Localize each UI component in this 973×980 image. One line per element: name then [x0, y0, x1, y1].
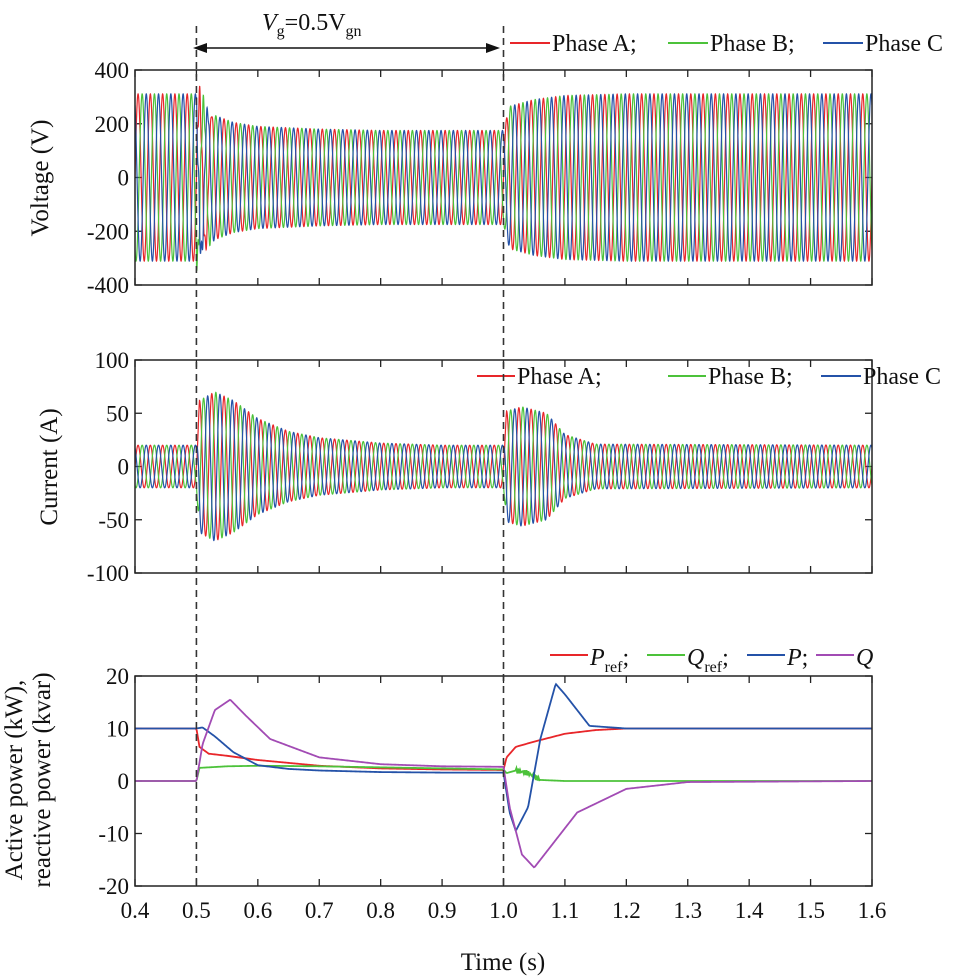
legend-label-p-ref: Pref;	[589, 645, 629, 676]
xtick-label: 0.8	[366, 898, 395, 923]
voltage-panel: Voltage (V) 400 200 0 -200 -400 Phase A; Pha…	[27, 10, 943, 298]
ytick-label: 100	[95, 348, 130, 373]
power-legend: Pref; Qref; P; Q	[550, 645, 873, 676]
legend-label-phase-a: Phase A;	[552, 31, 637, 57]
power-ylabel-line2: reactive power (kvar)	[29, 672, 56, 887]
xtick-label: 1.1	[551, 898, 580, 923]
xtick-label: 1.2	[612, 898, 641, 923]
ytick-label: 50	[106, 401, 129, 426]
voltage-ylabel: Voltage (V)	[27, 120, 54, 237]
legend-label-phase-b: Phase B;	[708, 364, 793, 390]
ytick-label: 0	[118, 455, 130, 480]
ytick-label: 200	[95, 112, 130, 137]
ytick-label: 0	[118, 166, 130, 191]
ytick-label: -100	[87, 561, 129, 586]
sag-arrow-head-right	[486, 43, 500, 53]
sag-arrow-head-left	[193, 43, 207, 53]
ytick-label: -400	[87, 273, 129, 298]
series-phase-a	[135, 392, 872, 541]
current-legend: Phase A; Phase B; Phase C	[477, 364, 941, 390]
legend-label-q: Q	[856, 645, 873, 671]
ytick-label: -50	[98, 508, 129, 533]
ytick-label: 20	[106, 664, 129, 689]
ytick-label: 0	[118, 769, 130, 794]
current-ylabel: Current (A)	[36, 408, 63, 525]
legend-label-phase-c: Phase C	[865, 31, 943, 57]
ytick-label: -20	[98, 874, 129, 899]
voltage-legend: Phase A; Phase B; Phase C	[510, 31, 943, 57]
legend-label-phase-b: Phase B;	[710, 31, 795, 57]
current-panel: Current (A) 100 50 0 -50 -100 Phase A; Phase…	[36, 348, 941, 586]
xtick-label: 0.6	[243, 898, 272, 923]
xtick-label: 0.7	[305, 898, 334, 923]
legend-label-p: P;	[786, 645, 808, 671]
sag-annotation: Vg=0.5Vgn	[193, 10, 500, 53]
ytick-label: -10	[98, 822, 129, 847]
series-phase-a	[135, 85, 872, 263]
legend-label-phase-c: Phase C	[863, 364, 941, 390]
xtick-label: 1.3	[673, 898, 702, 923]
ytick-label: 400	[95, 58, 130, 83]
series-q	[135, 698, 872, 869]
sag-annotation-mid: =0.5V	[285, 10, 347, 36]
power-panel: Active power (kW), reactive power (kvar)…	[1, 645, 886, 976]
legend-label-q-ref: Qref;	[687, 645, 729, 676]
xtick-label: 0.5	[182, 898, 211, 923]
sag-annotation-text: Vg=0.5Vgn	[262, 10, 362, 40]
xtick-label: 1.5	[796, 898, 825, 923]
xtick-label: 0.4	[121, 898, 150, 923]
xtick-label: 0.9	[428, 898, 457, 923]
ytick-label: 10	[106, 717, 129, 742]
legend-label-phase-a: Phase A;	[517, 364, 602, 390]
power-ylabel-line1: Active power (kW),	[1, 680, 28, 881]
ytick-label: -200	[87, 219, 129, 244]
xtick-label: 1.4	[735, 898, 764, 923]
xtick-label: 1.0	[489, 898, 518, 923]
power-xlabel: Time (s)	[461, 949, 546, 976]
xtick-label: 1.6	[858, 898, 887, 923]
